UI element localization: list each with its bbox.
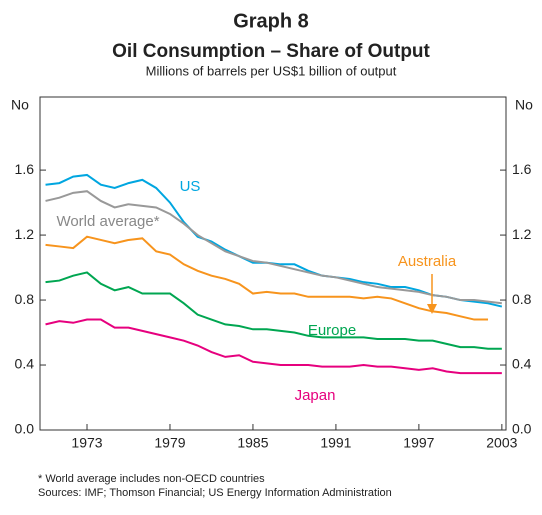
y-tick-label-right: 1.2	[512, 226, 532, 242]
series-label: Japan	[295, 387, 336, 404]
series-line	[45, 318, 502, 375]
x-tick-label: 1979	[154, 435, 185, 451]
x-tick-label: 2003	[486, 435, 517, 451]
footnote: * World average includes non-OECD countr…	[38, 473, 265, 485]
x-tick-label: 1973	[71, 435, 102, 451]
series-label: World average*	[56, 213, 159, 230]
y-tick-label: 1.2	[15, 226, 35, 242]
x-tick-label: 1985	[237, 435, 268, 451]
y-tick-label-right: 0.8	[512, 291, 532, 307]
chart-subtitle: Oil Consumption – Share of Output	[112, 41, 430, 62]
series-line	[45, 190, 502, 305]
series-label: US	[180, 178, 201, 195]
series-line	[45, 235, 489, 321]
y-unit-right: No	[515, 97, 533, 113]
series-line	[45, 173, 503, 308]
y-unit-left: No	[11, 97, 29, 113]
x-tick-label: 1997	[403, 435, 434, 451]
label-arrowhead	[427, 304, 437, 314]
sources: Sources: IMF; Thomson Financial; US Ener…	[38, 487, 392, 499]
x-tick-label: 1991	[320, 435, 351, 451]
y-tick-label: 0.8	[15, 291, 35, 307]
y-tick-label-right: 0.4	[512, 356, 532, 372]
series-label: Australia	[398, 253, 457, 270]
y-tick-label-right: 1.6	[512, 161, 532, 177]
chart-title: Graph 8	[233, 10, 309, 32]
y-tick-label: 1.6	[15, 161, 35, 177]
series-line	[45, 271, 502, 350]
y-tick-label-right: 0.0	[512, 421, 532, 437]
y-axis-label: Millions of barrels per US$1 billion of …	[146, 63, 397, 78]
plot-frame	[39, 96, 507, 431]
series-label: Europe	[308, 322, 356, 339]
y-tick-label: 0.0	[15, 421, 35, 437]
y-tick-label: 0.4	[15, 356, 35, 372]
